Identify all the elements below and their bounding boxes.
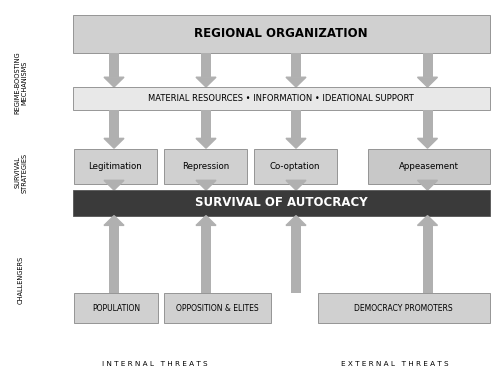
FancyBboxPatch shape — [74, 293, 158, 323]
Polygon shape — [286, 216, 306, 225]
Text: SURVIVAL
STRATEGIES: SURVIVAL STRATEGIES — [14, 152, 28, 192]
Polygon shape — [196, 180, 216, 190]
Polygon shape — [418, 77, 438, 87]
FancyBboxPatch shape — [291, 110, 301, 138]
Polygon shape — [196, 216, 216, 225]
Polygon shape — [196, 77, 216, 87]
Text: SURVIVAL OF AUTOCRACY: SURVIVAL OF AUTOCRACY — [195, 196, 368, 209]
FancyBboxPatch shape — [109, 53, 119, 77]
FancyBboxPatch shape — [72, 190, 490, 216]
Polygon shape — [418, 180, 438, 190]
FancyBboxPatch shape — [164, 149, 246, 184]
Text: REGIME-BOOSTING
MECHANISMS: REGIME-BOOSTING MECHANISMS — [14, 51, 28, 114]
FancyBboxPatch shape — [109, 225, 119, 293]
Polygon shape — [418, 216, 438, 225]
Text: OPPOSITION & ELITES: OPPOSITION & ELITES — [176, 304, 258, 312]
Polygon shape — [196, 138, 216, 148]
FancyBboxPatch shape — [368, 149, 490, 184]
Text: POPULATION: POPULATION — [92, 304, 140, 312]
FancyBboxPatch shape — [72, 87, 490, 110]
FancyBboxPatch shape — [291, 53, 301, 77]
FancyBboxPatch shape — [254, 149, 336, 184]
Text: DEMOCRACY PROMOTERS: DEMOCRACY PROMOTERS — [354, 304, 453, 312]
FancyBboxPatch shape — [201, 225, 211, 293]
FancyBboxPatch shape — [201, 110, 211, 138]
FancyBboxPatch shape — [201, 53, 211, 77]
Polygon shape — [104, 180, 124, 190]
Polygon shape — [286, 77, 306, 87]
Text: Repression: Repression — [182, 162, 229, 171]
FancyBboxPatch shape — [74, 149, 156, 184]
FancyBboxPatch shape — [422, 110, 432, 138]
Polygon shape — [104, 216, 124, 225]
FancyBboxPatch shape — [422, 53, 432, 77]
Polygon shape — [418, 138, 438, 148]
FancyBboxPatch shape — [72, 15, 490, 53]
Text: CHALLENGERS: CHALLENGERS — [18, 256, 24, 305]
FancyBboxPatch shape — [318, 293, 490, 323]
FancyBboxPatch shape — [291, 225, 301, 293]
Text: I N T E R N A L   T H R E A T S: I N T E R N A L T H R E A T S — [102, 361, 208, 367]
Polygon shape — [104, 138, 124, 148]
FancyBboxPatch shape — [109, 110, 119, 138]
Text: Legitimation: Legitimation — [88, 162, 142, 171]
Text: E X T E R N A L   T H R E A T S: E X T E R N A L T H R E A T S — [341, 361, 449, 367]
Text: REGIONAL ORGANIZATION: REGIONAL ORGANIZATION — [194, 27, 368, 40]
FancyBboxPatch shape — [422, 225, 432, 293]
Polygon shape — [286, 138, 306, 148]
Text: MATERIAL RESOURCES • INFORMATION • IDEATIONAL SUPPORT: MATERIAL RESOURCES • INFORMATION • IDEAT… — [148, 94, 414, 103]
FancyBboxPatch shape — [164, 293, 270, 323]
Polygon shape — [104, 77, 124, 87]
Polygon shape — [286, 180, 306, 190]
Text: Co-optation: Co-optation — [270, 162, 320, 171]
Text: Appeasement: Appeasement — [398, 162, 458, 171]
